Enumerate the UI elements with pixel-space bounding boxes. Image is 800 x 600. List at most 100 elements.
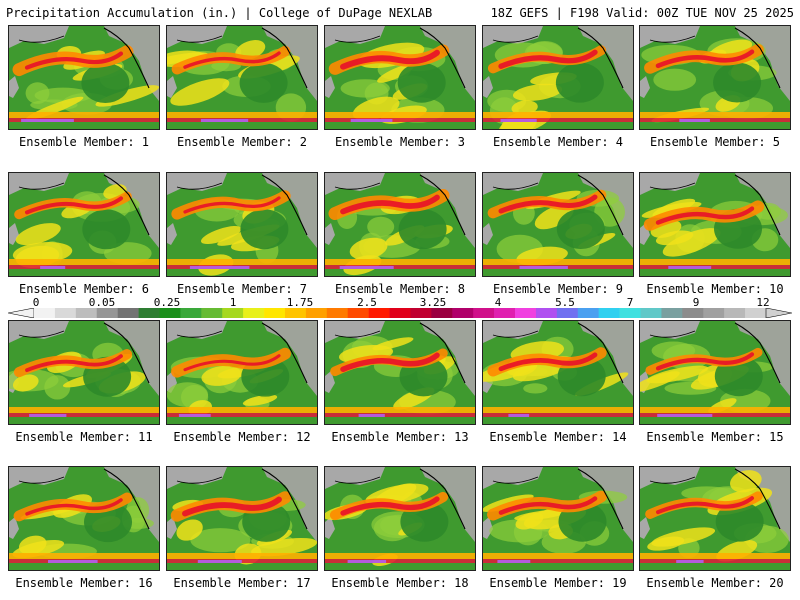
tropical-extreme bbox=[358, 414, 385, 417]
land-north-america bbox=[735, 26, 790, 101]
precip-map bbox=[9, 321, 159, 424]
coastline-asia bbox=[334, 182, 381, 190]
land-japan bbox=[9, 76, 19, 98]
coastline bbox=[734, 174, 781, 236]
tropical-extreme bbox=[519, 266, 568, 269]
colorbar-segment bbox=[389, 308, 411, 318]
heavy-precip-core bbox=[498, 496, 598, 515]
heavy-precip-core bbox=[498, 49, 598, 69]
dry-region bbox=[555, 62, 604, 103]
moderate-precip-area bbox=[18, 535, 47, 555]
colorbar-segment bbox=[556, 308, 579, 318]
tropical-extreme bbox=[197, 560, 242, 563]
moderate-precip-area bbox=[12, 374, 39, 392]
land-japan bbox=[483, 76, 493, 98]
precip-map bbox=[325, 467, 475, 570]
coastline-asia bbox=[334, 330, 381, 338]
ensemble-panel bbox=[166, 466, 318, 571]
heavy-precip-core bbox=[655, 352, 755, 371]
coastline bbox=[419, 468, 466, 530]
land-asia bbox=[640, 467, 700, 489]
land-north-america bbox=[735, 173, 790, 248]
ensemble-panel bbox=[166, 320, 318, 425]
tropical-band bbox=[640, 407, 790, 413]
colorbar-tick-label: 2.5 bbox=[357, 296, 377, 309]
land-asia bbox=[483, 26, 543, 48]
coastline bbox=[577, 27, 624, 89]
tropical-extreme bbox=[40, 266, 66, 269]
light-precip-area bbox=[44, 375, 71, 400]
land-japan bbox=[9, 223, 19, 245]
land-japan bbox=[325, 76, 335, 98]
ensemble-member-label: Ensemble Member: 9 bbox=[492, 282, 624, 296]
moderate-precip-area bbox=[242, 394, 278, 406]
colorbar-segment bbox=[598, 308, 620, 318]
colorbar-segment bbox=[117, 308, 139, 318]
precip-map bbox=[640, 26, 790, 129]
precip-map bbox=[9, 467, 159, 570]
land-north-america bbox=[420, 26, 475, 101]
light-precip-area bbox=[594, 197, 625, 227]
land-north-america bbox=[104, 321, 159, 396]
land-north-america bbox=[735, 321, 790, 396]
colorbar-segment bbox=[577, 308, 599, 318]
coastline-asia bbox=[649, 476, 696, 484]
ensemble-member-label: Ensemble Member: 7 bbox=[176, 282, 308, 296]
tropical-core bbox=[167, 413, 317, 417]
coastline-asia bbox=[18, 35, 65, 43]
run-valid-time: 18Z GEFS | F198 Valid: 00Z TUE NOV 25 20… bbox=[490, 6, 794, 20]
coastline-asia bbox=[649, 330, 696, 338]
dry-region bbox=[556, 209, 605, 249]
precip-map bbox=[167, 173, 317, 276]
tropical-extreme bbox=[657, 414, 713, 417]
map-title: Precipitation Accumulation (in.) | Colle… bbox=[6, 6, 433, 20]
colorbar-tick-label: 7 bbox=[626, 296, 634, 309]
tropical-band bbox=[483, 112, 633, 118]
light-precip-area bbox=[104, 242, 152, 265]
tropical-band bbox=[325, 259, 475, 265]
dry-region bbox=[82, 209, 131, 250]
land-north-america bbox=[262, 321, 317, 396]
ensemble-panel bbox=[482, 320, 634, 425]
moderate-precip-area bbox=[349, 237, 388, 260]
coastline bbox=[103, 468, 150, 530]
colorbar-segment bbox=[159, 308, 181, 318]
colorbar-segment bbox=[410, 308, 432, 318]
tropical-band bbox=[9, 259, 159, 265]
ensemble-panel bbox=[639, 320, 791, 425]
colorbar-segment bbox=[452, 308, 474, 318]
colorbar-segment bbox=[640, 308, 662, 318]
colorbar-segment bbox=[54, 308, 77, 318]
dry-region bbox=[715, 501, 764, 542]
colorbar-max-arrow bbox=[765, 308, 792, 318]
land-asia bbox=[483, 173, 543, 195]
colorbar-tick-label: 0.25 bbox=[153, 296, 181, 309]
land-japan bbox=[167, 517, 177, 539]
colorbar-segment bbox=[473, 308, 495, 318]
tropical-band bbox=[167, 407, 317, 413]
ensemble-member-label: Ensemble Member: 3 bbox=[334, 135, 466, 149]
precip-colorbar bbox=[8, 308, 792, 318]
ensemble-member-label: Ensemble Member: 15 bbox=[646, 430, 784, 444]
moderate-precip-area bbox=[372, 337, 414, 351]
tropical-extreme bbox=[497, 560, 531, 563]
moderate-precip-area bbox=[651, 527, 716, 547]
land-north-america bbox=[104, 173, 159, 248]
ensemble-panel bbox=[8, 25, 160, 130]
tropical-core bbox=[640, 118, 790, 122]
tropical-core bbox=[325, 559, 475, 563]
land-north-america bbox=[735, 467, 790, 542]
dry-region bbox=[398, 209, 447, 250]
tropical-extreme bbox=[29, 414, 67, 417]
ensemble-panel bbox=[324, 320, 476, 425]
ensemble-panel bbox=[482, 25, 634, 130]
heavy-precip-core bbox=[340, 194, 440, 215]
colorbar-min-arrow bbox=[8, 308, 35, 318]
ensemble-member-label: Ensemble Member: 18 bbox=[331, 576, 469, 590]
ensemble-panel bbox=[639, 466, 791, 571]
ensemble-member-label: Ensemble Member: 17 bbox=[173, 576, 311, 590]
heavy-precip-core bbox=[182, 496, 282, 517]
tropical-band bbox=[167, 553, 317, 559]
precip-map bbox=[167, 26, 317, 129]
colorbar-tick-label: 12 bbox=[756, 296, 770, 309]
